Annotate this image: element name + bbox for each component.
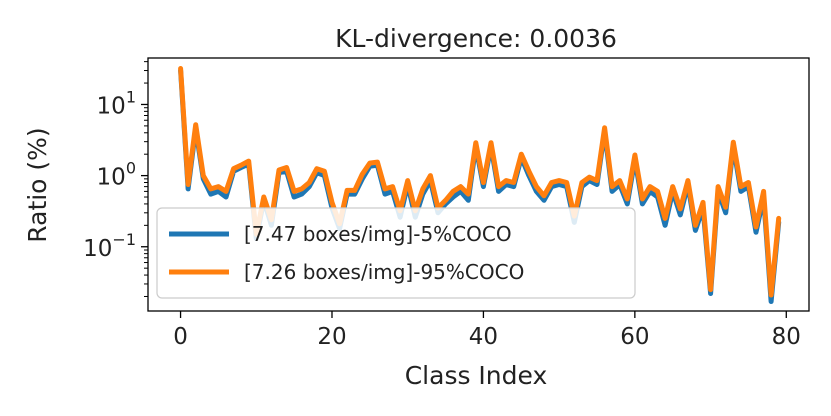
y-axis-label: Ratio (%) — [23, 127, 52, 242]
x-axis-label: Class Index — [405, 361, 548, 390]
series-layer — [178, 66, 782, 304]
x-axis: 0 20 40 60 80 — [173, 311, 801, 350]
y-tick-label: 10−1 — [83, 230, 136, 262]
y-tick-label: 101 — [97, 87, 136, 119]
x-tick-label: 20 — [317, 324, 346, 350]
legend-label-95pct-coco: [7.26 boxes/img]-95%COCO — [244, 260, 524, 284]
legend: [7.47 boxes/img]-5%COCO [7.26 boxes/img]… — [156, 207, 636, 299]
x-tick-label: 80 — [772, 324, 801, 350]
chart-title: KL-divergence: 0.0036 — [335, 24, 617, 53]
plot-frame — [147, 57, 810, 312]
x-tick-label: 60 — [620, 324, 649, 350]
series-line-1 — [178, 66, 782, 298]
legend-label-5pct-coco: [7.47 boxes/img]-5%COCO — [244, 222, 512, 246]
y-axis: 10−1 100 101 — [83, 61, 148, 297]
x-tick-label: 40 — [469, 324, 498, 350]
y-tick-label: 100 — [97, 159, 136, 191]
x-tick-label: 0 — [173, 324, 188, 350]
legend-box — [156, 207, 636, 299]
